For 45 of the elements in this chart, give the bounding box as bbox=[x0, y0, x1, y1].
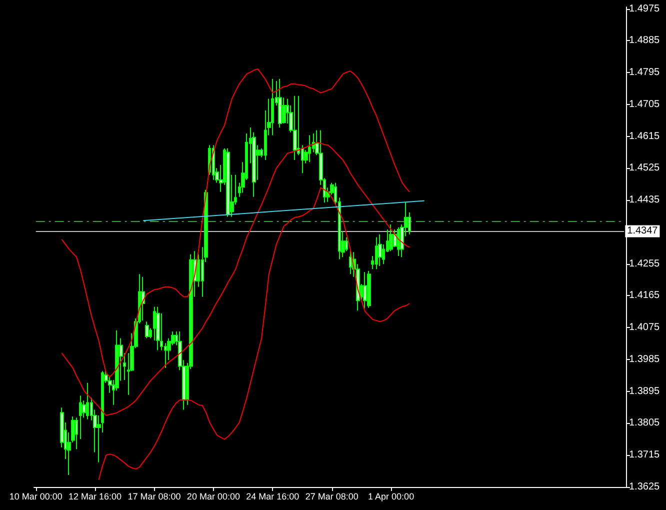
candlestick bbox=[397, 226, 400, 257]
candlestick bbox=[363, 271, 367, 309]
y-tick-label: 1.4615 bbox=[629, 130, 660, 142]
y-tick-label: 1.4165 bbox=[629, 290, 660, 302]
x-tick-label: 10 Mar 00:00 bbox=[9, 492, 62, 502]
line-series bbox=[98, 187, 410, 480]
y-tick-label: 1.4435 bbox=[629, 194, 660, 206]
line-series bbox=[61, 142, 410, 416]
candlestick bbox=[278, 78, 282, 128]
candlestick bbox=[308, 134, 311, 163]
x-tick-label: 17 Mar 08:00 bbox=[128, 492, 181, 502]
y-tick-label: 1.4075 bbox=[629, 322, 660, 334]
candlestick bbox=[141, 276, 145, 322]
x-tick-label: 1 Apr 00:00 bbox=[368, 492, 414, 502]
y-tick-label: 1.3805 bbox=[629, 418, 660, 429]
y-tick-label: 1.4525 bbox=[629, 162, 660, 174]
y-tick-label: 1.4885 bbox=[629, 35, 660, 46]
y-tick-label: 1.4795 bbox=[629, 67, 660, 78]
x-tick-label: 12 Mar 16:00 bbox=[68, 492, 122, 502]
x-tick-label: 27 Mar 08:00 bbox=[305, 492, 358, 502]
ref-line-label: 1.4347 bbox=[627, 226, 658, 237]
y-tick-label: 1.3625 bbox=[629, 482, 660, 492]
y-tick-label: 1.3895 bbox=[629, 386, 660, 397]
candlestick bbox=[349, 250, 352, 275]
x-tick-label: 20 Mar 00:00 bbox=[186, 492, 240, 502]
y-tick-label: 1.3985 bbox=[629, 354, 660, 365]
y-tick-label: 1.3715 bbox=[629, 450, 660, 461]
candlestick bbox=[156, 306, 160, 351]
candlestick bbox=[293, 95, 297, 161]
x-tick-label: 24 Mar 16:00 bbox=[246, 492, 300, 502]
candlestick bbox=[145, 321, 149, 339]
candlestick bbox=[86, 382, 89, 420]
candlestick bbox=[389, 224, 393, 252]
y-tick-label: 1.4705 bbox=[629, 98, 660, 110]
candlestick bbox=[378, 234, 382, 266]
candlestick bbox=[375, 236, 378, 270]
candlestick bbox=[252, 132, 256, 198]
candlestick bbox=[367, 270, 371, 308]
candlestick bbox=[75, 417, 78, 450]
y-tick-label: 1.4255 bbox=[629, 258, 660, 270]
candlestick bbox=[226, 148, 230, 218]
y-tick-label: 1.4975 bbox=[629, 3, 660, 14]
line-series bbox=[61, 68, 410, 378]
candlestick bbox=[271, 78, 274, 136]
candlestick bbox=[79, 395, 82, 440]
